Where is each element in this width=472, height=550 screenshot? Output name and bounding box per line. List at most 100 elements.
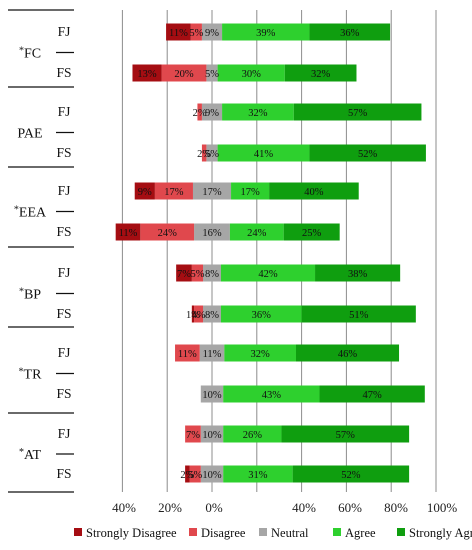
data-label: 43% [262,390,282,401]
group-label: *EEA [14,205,47,221]
data-label: 8% [205,310,219,321]
bar-segment-disagree [189,465,201,483]
data-label: 7% [177,269,191,280]
legend-label: Strongly Disagree [86,526,177,540]
x-tick-label: 20% [158,500,182,515]
bar-segment-neutral [203,264,221,282]
bar-segment-agree [222,103,294,121]
bar-segment-strongly-disagree [176,264,192,282]
data-label: 57% [336,430,356,441]
group-label: *TR [19,367,43,383]
legend-swatch [333,528,341,536]
row-label: FJ [58,104,71,119]
bar-segment-strongly-agree [292,465,410,483]
data-label: 17% [164,187,184,198]
bar-segment-strongly-agree [315,264,401,282]
data-label: 51% [349,310,369,321]
data-label: 5% [190,269,204,280]
bar-segment-disagree [190,23,202,41]
bar-segment-neutral [194,223,230,241]
data-label: 10% [202,470,222,481]
bar-segment-strongly-disagree [132,64,162,82]
group-label: PAE [17,127,42,142]
row-label: FS [56,466,71,481]
row-label: FS [56,386,71,401]
data-label: 30% [242,69,262,80]
data-label: 5% [205,69,219,80]
significance-marker: * [14,205,19,216]
data-label: 11% [178,349,197,360]
significance-marker: * [19,447,24,458]
data-label: 41% [254,149,274,160]
row-label: FS [56,65,71,80]
bar-segment-agree [223,385,320,403]
bar-segment-strongly-agree [283,223,340,241]
data-label: 42% [258,269,278,280]
row-label: FJ [58,345,71,360]
data-label: 11% [169,28,188,39]
x-tick-label: 100% [427,500,458,515]
row-label: FJ [58,426,71,441]
data-label: 5% [205,149,219,160]
bar-segment-neutral [200,385,224,403]
data-label: 2% [180,470,194,481]
row-label: FS [56,224,71,239]
data-label: 52% [341,470,361,481]
data-label: 16% [202,228,222,239]
data-label: 57% [348,108,368,119]
row-label: FS [56,306,71,321]
bar-segment-strongly-agree [319,385,425,403]
data-label: 32% [248,108,268,119]
bar-segment-strongly-agree [293,103,422,121]
legend-label: Strongly Agree [409,526,472,540]
data-label: 24% [158,228,178,239]
bar-segment-agree [220,305,302,323]
bar-segment-disagree [185,425,201,443]
data-label: 52% [358,149,378,160]
bar-segment-neutral [203,305,221,323]
legend-swatch [397,528,405,536]
data-label: 39% [256,28,276,39]
bar-segment-agree [223,425,282,443]
bar-segment-agree [220,264,316,282]
bar-segment-disagree [154,182,193,200]
data-label: 26% [243,430,263,441]
bar-segment-neutral [206,64,218,82]
data-label: 9% [138,187,152,198]
data-label: 32% [311,69,331,80]
bar-segment-agree [224,344,296,362]
bar-segment-disagree [161,64,207,82]
bar-segment-neutral [192,182,232,200]
x-tick-label: 60% [338,500,362,515]
bar-segment-strongly-agree [269,182,359,200]
bar-segment-disagree [140,223,195,241]
data-label: 1% [186,310,200,321]
data-label: 25% [302,228,322,239]
data-label: 10% [202,390,222,401]
significance-marker: * [19,287,24,298]
bar-segment-strongly-agree [309,144,426,162]
bar-segment-disagree [191,264,204,282]
legend: Strongly Disagree Disagree Neutral Agree Str… [74,526,472,540]
bar-segment-strongly-agree [284,64,357,82]
bar-segment-agree [222,23,310,41]
bar-segment-neutral [200,425,224,443]
bar-segment-neutral [199,344,225,362]
x-tick-label: 40% [292,500,316,515]
row-label: FJ [58,183,71,198]
bar-segment-disagree [197,103,202,121]
bar-segment-neutral [201,23,223,41]
x-tick-labels: 40% 20% 0% 40% 60% 80% 100% [112,500,457,515]
bar-segment-strongly-disagree [115,223,141,241]
bar-segment-disagree [175,344,200,362]
bar-segment-strongly-agree [301,305,416,323]
category-axis: FJ FS *FC FJ FS PAE FJ FS *EEA FJ FS *BP FJ FS *TR FJ FS… [8,9,74,493]
bar-segment-strongly-disagree [185,465,190,483]
bar-segment-neutral [200,465,224,483]
data-label: 47% [363,390,383,401]
bar-segment-disagree [201,144,207,162]
significance-marker: * [19,46,24,57]
legend-label: Disagree [201,526,246,540]
bar-segment-neutral [206,144,218,162]
